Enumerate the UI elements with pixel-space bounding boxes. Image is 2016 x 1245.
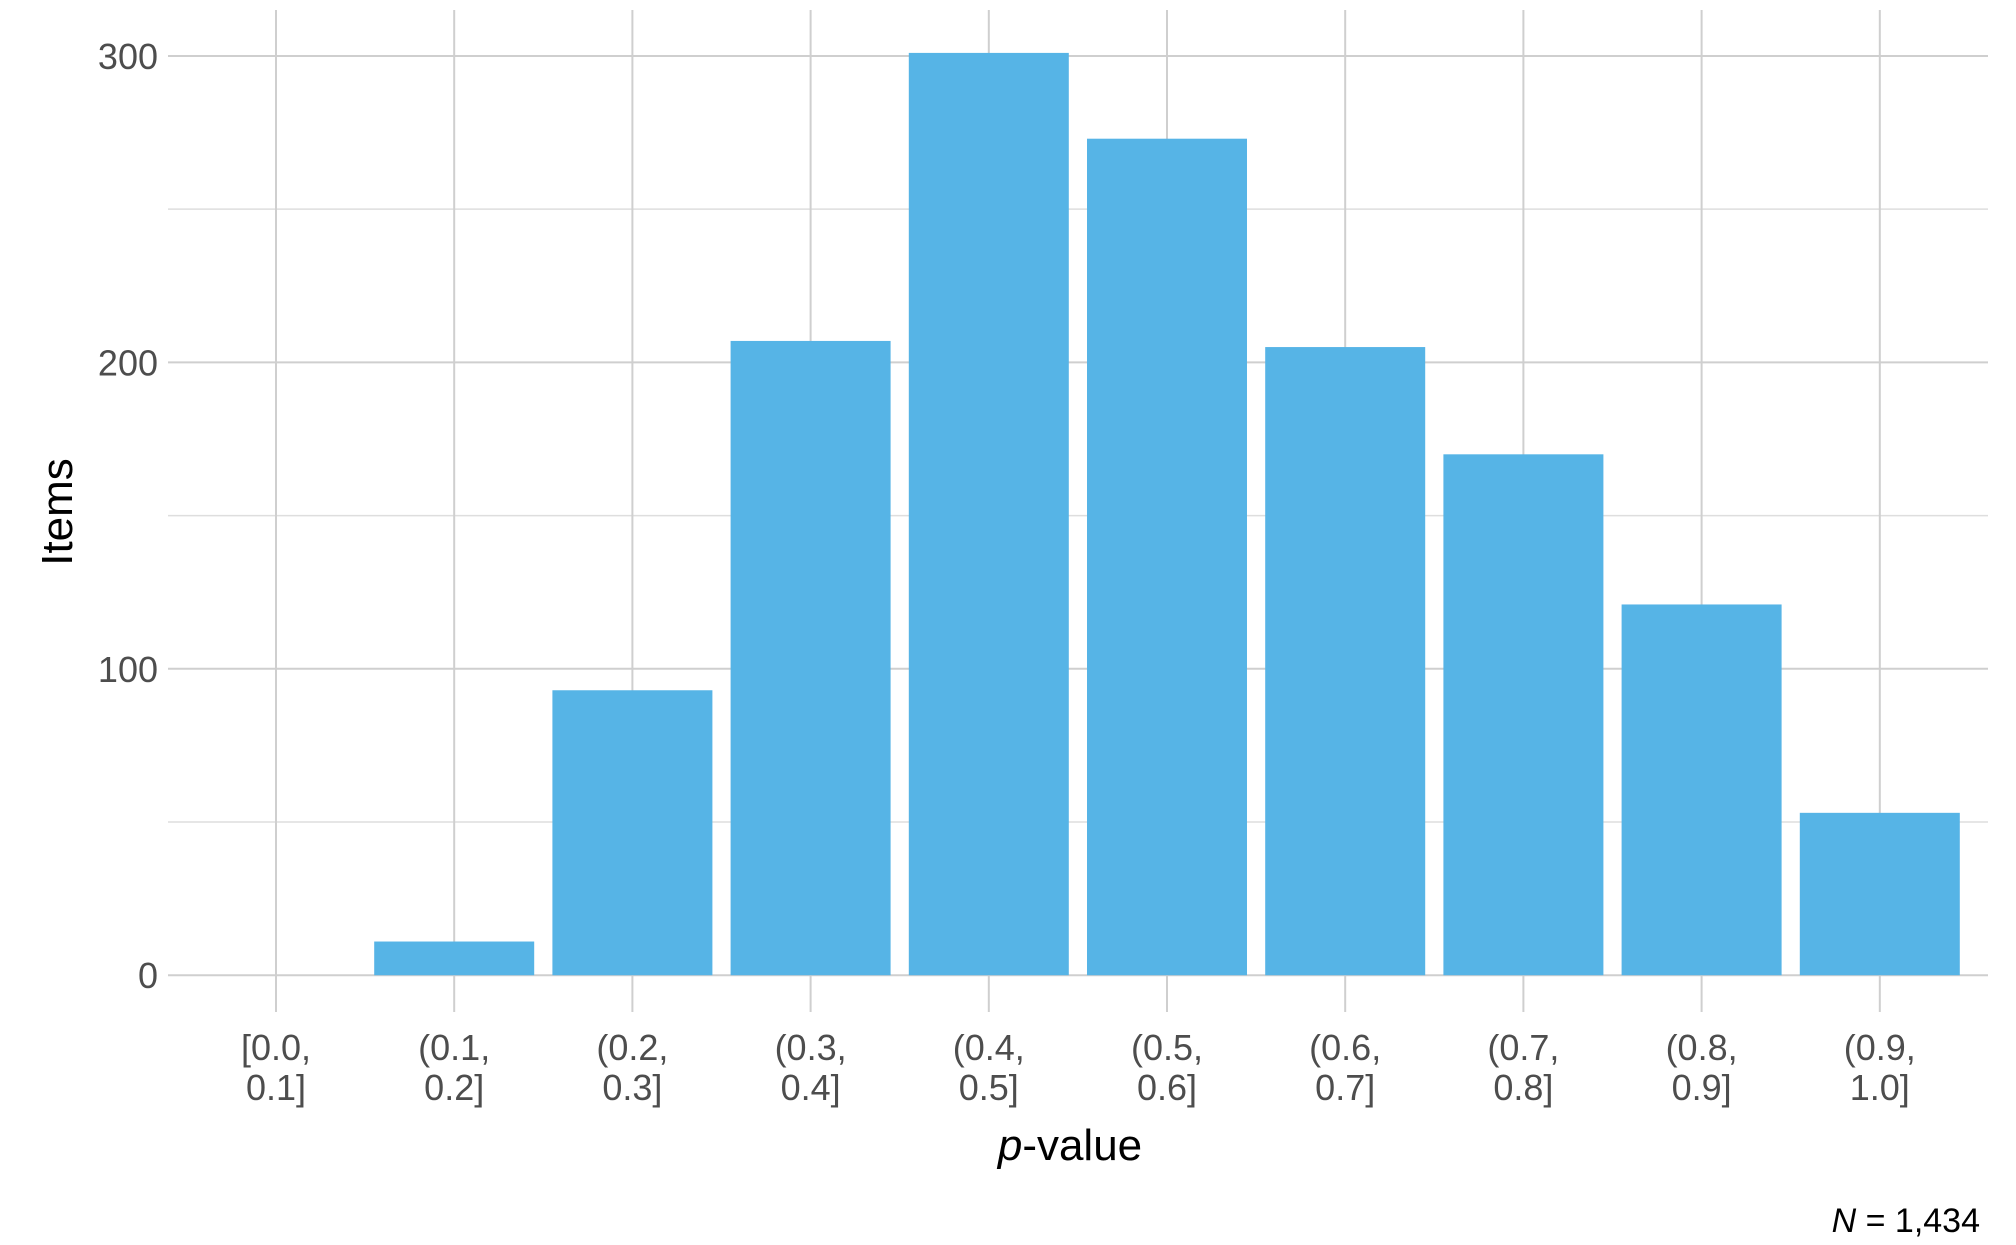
x-tick-label: (0.2, 0.3] — [596, 1027, 668, 1108]
x-tick-label-line: 0.4] — [781, 1067, 841, 1108]
x-tick-label-line: 0.8] — [1493, 1067, 1553, 1108]
bar — [374, 941, 535, 976]
y-tick-label: 100 — [98, 649, 158, 690]
x-tick-label-line: 0.5] — [959, 1067, 1019, 1108]
x-tick-label: (0.1, 0.2] — [418, 1027, 490, 1108]
caption-italic: N — [1832, 1202, 1857, 1240]
bar — [730, 340, 891, 976]
bar — [1265, 347, 1426, 976]
y-axis-title: Items — [33, 458, 82, 566]
x-tick-label-line: [0.0, — [241, 1027, 311, 1068]
x-tick-label: [0.0, 0.1] — [241, 1027, 311, 1108]
bar — [1443, 454, 1604, 976]
x-tick-label-line: 1.0] — [1850, 1067, 1910, 1108]
y-tick-label: 300 — [98, 36, 158, 77]
bars — [374, 52, 1960, 976]
x-axis-title-rest: -value — [1022, 1121, 1142, 1170]
x-tick-label-line: 0.7] — [1315, 1067, 1375, 1108]
x-tick-label-line: 0.9] — [1672, 1067, 1732, 1108]
x-tick-labels: [0.0, 0.1] (0.1, 0.2] (0.2, 0.3] (0.3, 0.4] (0.4… — [241, 1027, 1916, 1108]
x-tick-label-line: 0.3] — [602, 1067, 662, 1108]
x-tick-label-line: (0.5, — [1131, 1027, 1203, 1068]
x-tick-label-line: (0.3, — [775, 1027, 847, 1068]
sample-size-caption: N = 1,434 — [1832, 1202, 1980, 1240]
bar — [1087, 138, 1247, 976]
x-tick-label: (0.4, 0.5] — [953, 1027, 1025, 1108]
x-tick-label-line: 0.2] — [424, 1067, 484, 1108]
x-axis-title-italic: p — [996, 1121, 1022, 1170]
x-tick-label: (0.5, 0.6] — [1131, 1027, 1203, 1108]
x-tick-label-line: (0.8, — [1666, 1027, 1738, 1068]
x-axis-title: p-value — [996, 1121, 1142, 1170]
bar — [1799, 812, 1960, 976]
x-tick-label-line: (0.7, — [1487, 1027, 1559, 1068]
y-tick-label: 0 — [138, 955, 158, 996]
x-tick-label-line: (0.2, — [596, 1027, 668, 1068]
bar — [552, 690, 713, 976]
x-tick-label: (0.8, 0.9] — [1666, 1027, 1738, 1108]
x-tick-label: (0.3, 0.4] — [775, 1027, 847, 1108]
y-tick-labels: 0 100 200 300 — [98, 36, 158, 996]
x-tick-label-line: 0.1] — [246, 1067, 306, 1108]
x-tick-label: (0.9, 1.0] — [1844, 1027, 1916, 1108]
x-tick-label: (0.6, 0.7] — [1309, 1027, 1381, 1108]
y-tick-label: 200 — [98, 342, 158, 383]
x-tick-label-line: 0.6] — [1137, 1067, 1197, 1108]
x-tick-label: (0.7, 0.8] — [1487, 1027, 1559, 1108]
bar — [1621, 604, 1782, 976]
caption-rest: = 1,434 — [1856, 1202, 1980, 1240]
x-tick-label-line: (0.1, — [418, 1027, 490, 1068]
bar — [908, 52, 1069, 976]
x-tick-label-line: (0.6, — [1309, 1027, 1381, 1068]
x-tick-label-line: (0.4, — [953, 1027, 1025, 1068]
x-tick-label-line: (0.9, — [1844, 1027, 1916, 1068]
